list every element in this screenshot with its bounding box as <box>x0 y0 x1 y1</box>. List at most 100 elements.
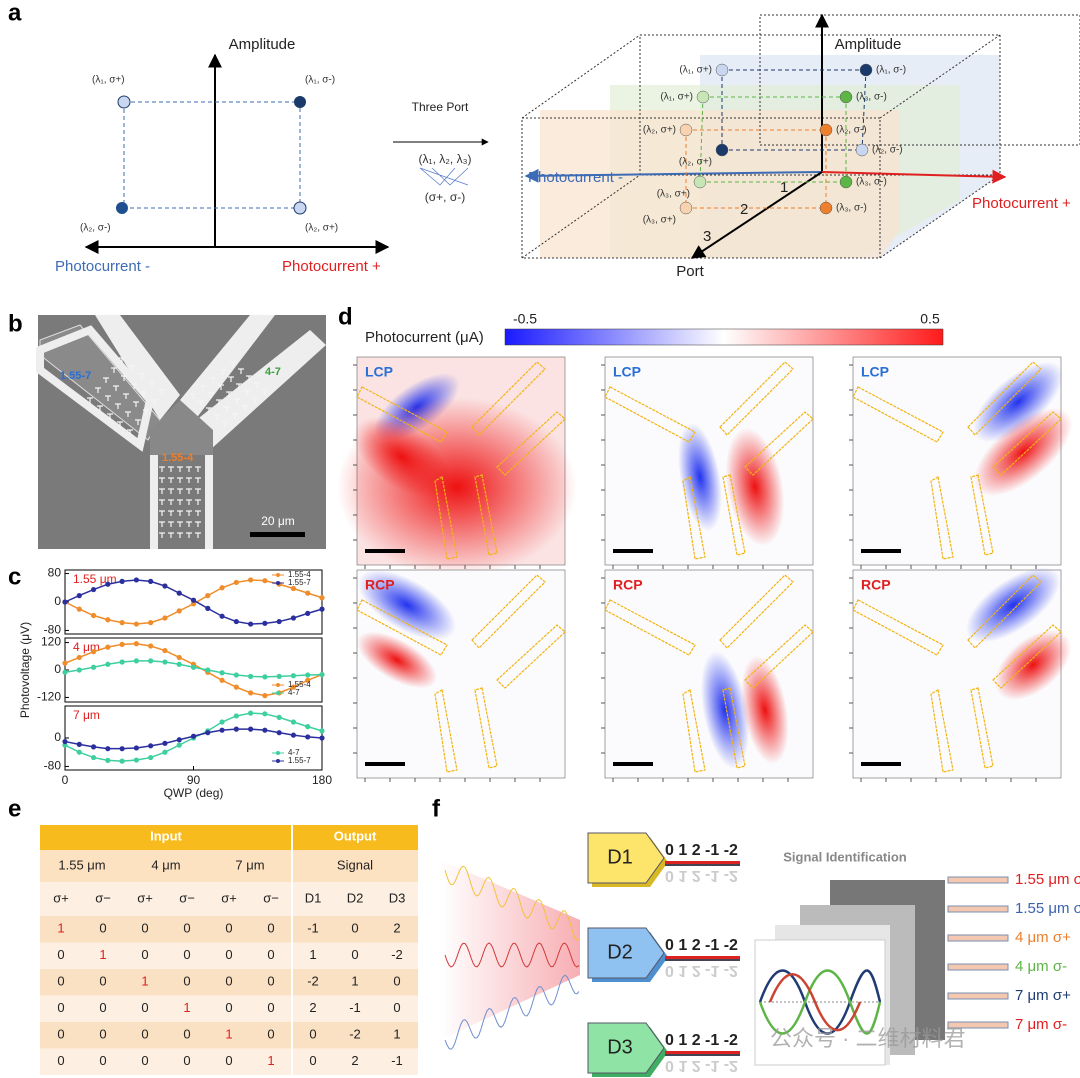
axis-label: Amplitude <box>229 36 296 53</box>
blob <box>700 650 750 770</box>
column-header: σ+ <box>53 890 69 905</box>
point-label: (λ₃, σ-) <box>836 203 867 214</box>
data-point <box>119 620 125 626</box>
pattern <box>177 477 183 483</box>
pattern <box>159 466 165 472</box>
pattern <box>186 521 192 527</box>
output-label: 7 μm σ+ <box>1015 987 1071 1004</box>
wave <box>444 942 580 968</box>
table-cell: 0 <box>57 1053 64 1068</box>
data-point <box>219 719 225 725</box>
subgroup-header: 4 μm <box>151 857 180 872</box>
pattern <box>105 395 111 401</box>
pattern <box>177 532 183 538</box>
table-cell: 0 <box>225 947 232 962</box>
pattern <box>177 521 183 527</box>
table-cell: 2 <box>309 1000 316 1015</box>
electrodes <box>356 361 566 560</box>
point-label: (λ₃, σ+) <box>657 189 690 200</box>
column-header: σ− <box>179 890 195 905</box>
pattern <box>246 375 252 381</box>
data-point <box>76 667 82 673</box>
map: LCP <box>601 356 814 569</box>
point <box>693 175 707 189</box>
column-header: D1 <box>305 890 322 905</box>
data-point <box>162 659 168 665</box>
data-point <box>276 730 282 736</box>
detector <box>587 1022 665 1074</box>
point-label: (λ₂, σ-) <box>836 125 867 136</box>
data-point <box>162 583 168 589</box>
y-tick-label: 0 <box>54 594 61 608</box>
data-point <box>148 754 154 761</box>
pattern <box>252 397 258 403</box>
blob <box>356 631 438 689</box>
data-point <box>219 613 225 619</box>
pattern <box>242 405 248 411</box>
pattern <box>159 389 165 395</box>
table-cell: 0 <box>99 920 106 935</box>
colorbar <box>504 328 944 346</box>
point-label: (λ₂, σ-) <box>80 223 111 234</box>
data-point <box>205 667 211 673</box>
data-point <box>90 612 97 619</box>
data-point <box>119 641 125 648</box>
point <box>819 123 833 137</box>
arm-label: 4-7 <box>265 366 281 378</box>
cell <box>40 882 418 916</box>
point <box>855 143 869 157</box>
guide <box>699 96 704 183</box>
table-cell: 1 <box>267 1053 274 1068</box>
data-point <box>176 737 182 743</box>
data-point <box>148 658 154 664</box>
pattern <box>168 466 174 472</box>
point <box>117 95 131 109</box>
pattern <box>234 398 240 404</box>
data-point <box>248 673 254 680</box>
point-label: (λ₃, σ+) <box>643 215 676 226</box>
scale-bar <box>613 762 653 766</box>
subgroup-header: Signal <box>337 857 373 872</box>
table-cell: 0 <box>99 1053 106 1068</box>
data-point <box>319 595 325 601</box>
data-point <box>290 585 297 592</box>
pattern <box>159 499 165 505</box>
map-label: RCP <box>613 577 643 593</box>
y-tick-label: 80 <box>48 566 62 580</box>
line-charts: 800-801.55 μm 1.55-41.55-71200-120Photovo… <box>18 566 332 800</box>
level-bar <box>665 1054 740 1056</box>
axis-label: Photocurrent - <box>55 258 150 275</box>
pattern <box>113 385 119 391</box>
pattern <box>186 466 192 472</box>
level-bar <box>665 959 740 961</box>
data-point <box>76 749 82 755</box>
column-header: σ− <box>95 890 111 905</box>
pattern <box>195 510 201 516</box>
y-tick-label: -80 <box>44 623 62 637</box>
data-point <box>176 590 182 596</box>
output-label: 1.55 μm σ- <box>1015 900 1080 917</box>
data-point <box>290 615 297 621</box>
point-label: (λ₁, σ+) <box>660 92 693 103</box>
data-point <box>262 578 268 584</box>
data-point <box>262 727 268 733</box>
point <box>294 96 306 108</box>
cell <box>40 825 418 850</box>
pattern <box>159 488 165 494</box>
data-point <box>233 618 239 625</box>
data-point <box>248 621 254 627</box>
detector-label: D2 <box>607 941 633 963</box>
data-point <box>90 744 97 750</box>
table-cell: 0 <box>141 947 148 962</box>
pattern <box>177 499 183 505</box>
column-header: σ+ <box>137 890 153 905</box>
table-cell: 1 <box>225 1026 232 1041</box>
table-cell: 1 <box>393 1026 400 1041</box>
data-point <box>90 754 97 761</box>
pattern <box>117 421 123 427</box>
data-point <box>305 677 311 683</box>
table-cell: 0 <box>351 920 358 935</box>
subgroup-header: 7 μm <box>235 857 264 872</box>
table-cell: 0 <box>393 1000 400 1015</box>
data-point <box>319 728 325 734</box>
